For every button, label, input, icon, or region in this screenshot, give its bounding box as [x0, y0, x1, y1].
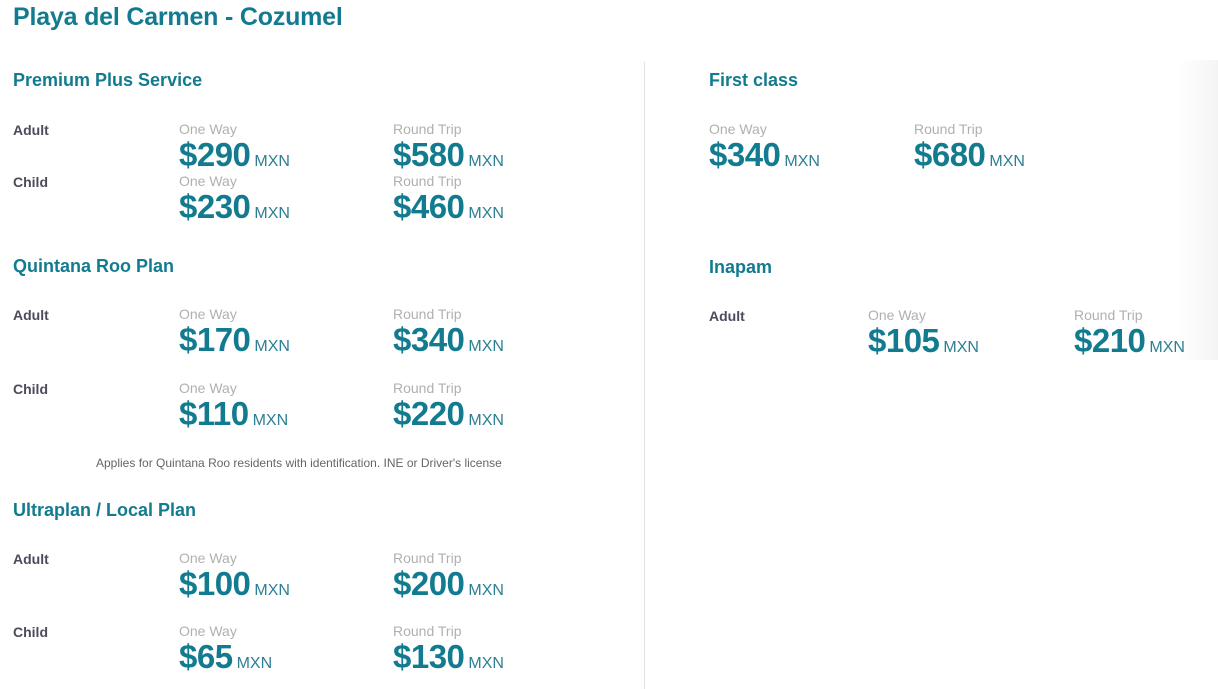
section-heading: Premium Plus Service	[13, 70, 203, 90]
section-heading: Quintana Roo Plan	[13, 256, 175, 276]
price-amount: $110	[179, 395, 249, 432]
currency-label: MXN	[236, 655, 273, 672]
currency-label: MXN	[468, 338, 504, 355]
currency-label: MXN	[254, 153, 290, 170]
price-amount: $340	[393, 321, 465, 358]
one-way-price: $100 MXN	[179, 565, 290, 603]
round-trip-label: Round Trip	[393, 306, 462, 322]
one-way-price: $110 MXN	[179, 395, 288, 433]
passenger-type-label: Child	[13, 624, 48, 640]
round-trip-label: Round Trip	[393, 623, 462, 639]
scroll-shadow	[1178, 60, 1218, 360]
currency-label: MXN	[989, 153, 1025, 170]
round-trip-label: Round Trip	[393, 121, 462, 137]
passenger-type-label: Adult	[709, 308, 745, 324]
currency-label: MXN	[468, 153, 504, 170]
round-trip-price: $220 MXN	[393, 395, 504, 433]
currency-label: MXN	[468, 582, 504, 599]
price-amount: $130	[393, 638, 465, 675]
one-way-price: $170 MXN	[179, 321, 290, 359]
currency-label: MXN	[1149, 339, 1185, 356]
price-amount: $65	[179, 638, 233, 675]
one-way-label: One Way	[179, 550, 237, 566]
price-amount: $290	[179, 136, 251, 173]
round-trip-label: Round Trip	[914, 121, 983, 137]
currency-label: MXN	[943, 339, 979, 356]
round-trip-price: $130 MXN	[393, 638, 504, 676]
price-amount: $460	[393, 188, 465, 225]
price-amount: $200	[393, 565, 465, 602]
price-amount: $230	[179, 188, 251, 225]
section-heading: First class	[709, 70, 799, 90]
section-heading: Ultraplan / Local Plan	[13, 500, 197, 520]
currency-label: MXN	[468, 205, 504, 222]
price-amount: $170	[179, 321, 251, 358]
round-trip-price: $580 MXN	[393, 136, 504, 174]
round-trip-label: Round Trip	[1074, 307, 1143, 323]
currency-label: MXN	[784, 153, 820, 170]
section-heading: Inapam	[709, 257, 773, 277]
price-amount: $100	[179, 565, 251, 602]
price-amount: $340	[709, 136, 781, 173]
one-way-label: One Way	[179, 121, 237, 137]
currency-label: MXN	[254, 338, 290, 355]
round-trip-label: Round Trip	[393, 380, 462, 396]
one-way-price: $65 MXN	[179, 638, 272, 676]
one-way-label: One Way	[179, 173, 237, 189]
round-trip-label: Round Trip	[393, 550, 462, 566]
currency-label: MXN	[254, 205, 290, 222]
passenger-type-label: Adult	[13, 122, 49, 138]
currency-label: MXN	[254, 582, 290, 599]
price-amount: $105	[868, 322, 940, 359]
round-trip-price: $460 MXN	[393, 188, 504, 226]
price-amount: $210	[1074, 322, 1146, 359]
round-trip-price: $200 MXN	[393, 565, 504, 603]
one-way-label: One Way	[868, 307, 926, 323]
passenger-type-label: Adult	[13, 307, 49, 323]
round-trip-price: $340 MXN	[393, 321, 504, 359]
one-way-label: One Way	[179, 380, 237, 396]
round-trip-price: $680 MXN	[914, 136, 1025, 174]
price-amount: $220	[393, 395, 465, 432]
one-way-price: $290 MXN	[179, 136, 290, 174]
one-way-label: One Way	[709, 121, 767, 137]
one-way-price: $230 MXN	[179, 188, 290, 226]
passenger-type-label: Adult	[13, 551, 49, 567]
round-trip-price: $210 MXN	[1074, 322, 1185, 360]
one-way-price: $105 MXN	[868, 322, 979, 360]
one-way-label: One Way	[179, 623, 237, 639]
currency-label: MXN	[468, 655, 504, 672]
price-amount: $580	[393, 136, 465, 173]
one-way-label: One Way	[179, 306, 237, 322]
currency-label: MXN	[468, 412, 504, 429]
passenger-type-label: Child	[13, 381, 48, 397]
column-divider	[644, 62, 645, 689]
page-title: Playa del Carmen - Cozumel	[13, 3, 343, 31]
one-way-price: $340 MXN	[709, 136, 820, 174]
section-note: Applies for Quintana Roo residents with …	[96, 456, 502, 470]
price-amount: $680	[914, 136, 986, 173]
currency-label: MXN	[252, 412, 289, 429]
round-trip-label: Round Trip	[393, 173, 462, 189]
passenger-type-label: Child	[13, 174, 48, 190]
